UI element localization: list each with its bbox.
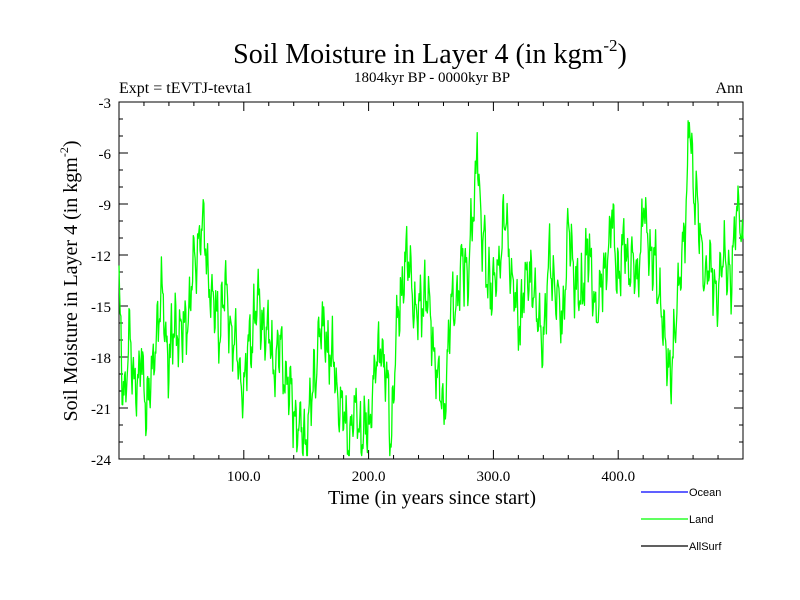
- legend-label-land: Land: [689, 514, 713, 526]
- y-tick-label: -24: [91, 453, 111, 469]
- expt-label: Expt = tEVTJ-tevta1: [119, 80, 252, 97]
- x-tick-label: 200.0: [352, 469, 386, 485]
- x-tick-label: 100.0: [227, 469, 261, 485]
- y-tick-label: -6: [99, 147, 112, 163]
- series-line-land: [118, 120, 744, 457]
- y-tick-label: -9: [99, 198, 112, 214]
- y-tick-label: -18: [91, 351, 111, 367]
- legend-label-allsurf: AllSurf: [689, 541, 722, 553]
- chart-subtitle: 1804kyr BP - 0000kyr BP: [354, 70, 510, 86]
- axis-ticks: [119, 101, 743, 460]
- y-tick-label: -3: [99, 96, 112, 112]
- x-axis-label: Time (in years since start): [328, 487, 536, 509]
- y-tick-label: -12: [91, 249, 111, 265]
- chart-title: Soil Moisture in Layer 4 (in kgm-2): [233, 36, 627, 70]
- legend-label-ocean: Ocean: [689, 487, 721, 499]
- axis-tick-labels: -3 -6 -9 -12 -15 -18 -21 -24 100.0 200.0 300.0 400.…: [91, 96, 635, 485]
- x-tick-label: 400.0: [601, 469, 635, 485]
- season-label: Ann: [715, 80, 743, 97]
- y-tick-label: -15: [91, 300, 111, 316]
- legend: Ocean Land AllSurf: [641, 487, 722, 553]
- y-axis-label: Soil Moisture in Layer 4 (in kgm-2): [57, 140, 82, 421]
- y-tick-label: -21: [91, 402, 111, 418]
- x-tick-label: 300.0: [477, 469, 511, 485]
